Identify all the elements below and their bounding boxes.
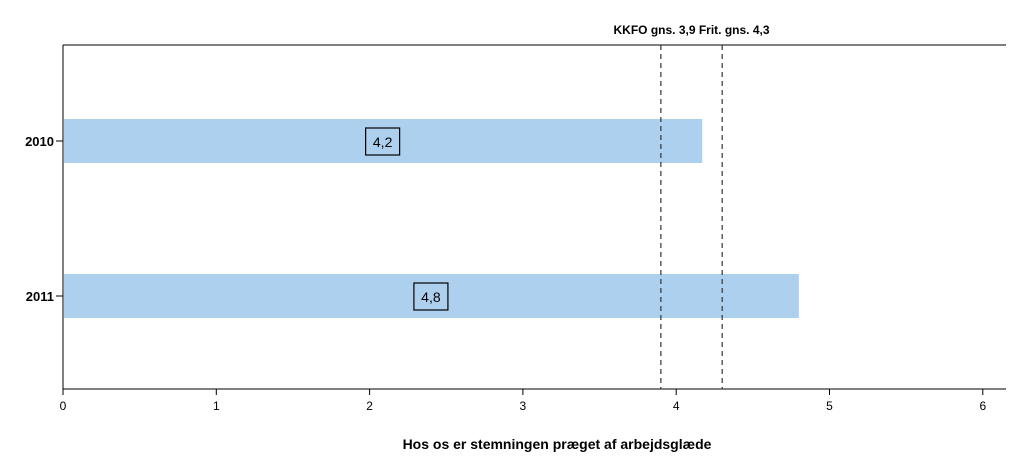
plot-area: 2010 2011 4,2 4,8 0 1 2 3 4 5 6 <box>25 44 1006 413</box>
x-axis-title: Hos os er stemningen præget af arbejdsgl… <box>403 436 712 452</box>
data-label-2011: 4,8 <box>421 289 441 305</box>
x-tick-label-0: 0 <box>60 399 67 413</box>
data-label-2010: 4,2 <box>373 134 393 150</box>
x-tick-label-3: 3 <box>520 399 527 413</box>
y-tick-label-2011: 2011 <box>26 289 54 304</box>
data-label-box-2011 <box>413 282 449 311</box>
data-label-box-2010 <box>365 127 401 156</box>
x-tick-label-2: 2 <box>366 399 373 413</box>
y-tick-label-2010: 2010 <box>25 134 54 149</box>
x-tick-label-5: 5 <box>826 399 833 413</box>
reference-note: KKFO gns. 3,9 Frit. gns. 4,3 <box>614 23 770 37</box>
x-tick-label-1: 1 <box>213 399 220 413</box>
x-tick-label-4: 4 <box>673 399 680 413</box>
x-tick-label-6: 6 <box>979 399 986 413</box>
